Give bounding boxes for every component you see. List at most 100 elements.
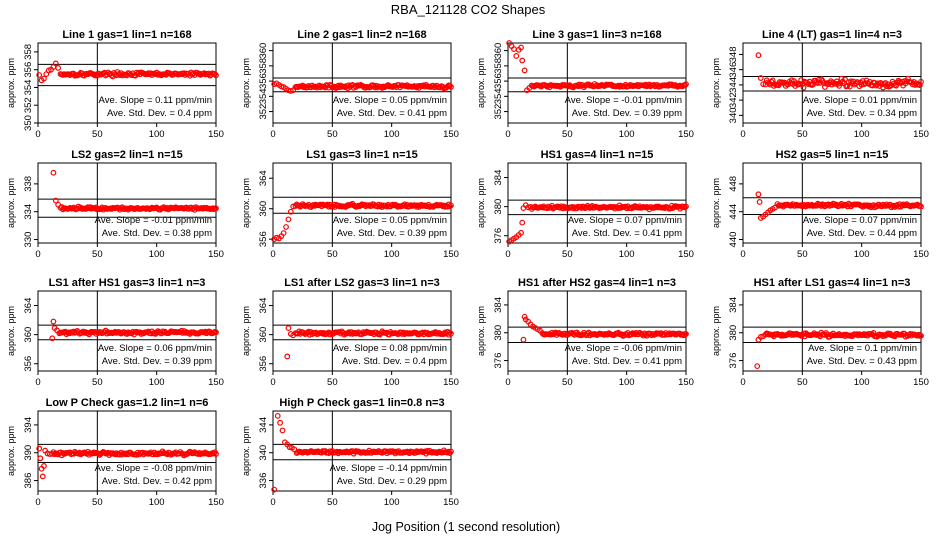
std-dev-annotation: Ave. Std. Dev. = 0.42 ppm	[102, 476, 212, 487]
std-dev-annotation: Ave. Std. Dev. = 0.4 ppm	[342, 356, 447, 367]
y-tick-label: 358	[23, 44, 34, 60]
data-point	[914, 332, 921, 339]
y-axis-label: approx. ppm	[241, 306, 251, 356]
chart-panel: LS1 after HS1 gas=3 lin=1 n=3 0 50 100 150 35…	[6, 277, 224, 388]
slope-annotation: Ave. Slope = 0.11 ppm/min	[99, 95, 212, 106]
chart-panel: LS1 after LS2 gas=3 lin=1 n=3 0 50 100 150 35…	[241, 277, 459, 388]
data-point	[287, 208, 294, 215]
std-dev-annotation: Ave. Std. Dev. = 0.4 ppm	[107, 108, 212, 119]
y-tick-label: 360	[258, 201, 269, 217]
y-axis-label: approx. ppm	[476, 178, 486, 228]
data-point	[213, 72, 219, 79]
y-axis-label: approx. ppm	[476, 306, 486, 356]
y-axis-label: approx. ppm	[241, 58, 251, 108]
panel-title: Line 2 gas=1 lin=2 n=168	[297, 29, 426, 41]
data-point	[36, 72, 43, 78]
chart-panel: LS1 gas=3 lin=1 n=15 0 50 100 150 356 360 364 ap…	[241, 149, 459, 260]
panel-title: Line 1 gas=1 lin=1 n=168	[62, 29, 191, 41]
std-dev-annotation: Ave. Std. Dev. = 0.39 ppm	[102, 356, 212, 367]
y-tick-label: 448	[728, 176, 739, 192]
data-point	[520, 336, 527, 343]
data-point	[816, 76, 822, 83]
y-tick-label: 340	[728, 107, 739, 123]
x-tick-label: 0	[35, 249, 40, 260]
x-tick-label: 50	[797, 249, 808, 260]
data-point	[679, 331, 686, 338]
x-tick-label: 150	[443, 497, 459, 508]
y-tick-label: 342	[728, 92, 739, 108]
y-tick-label: 356	[258, 356, 269, 372]
x-tick-label: 50	[562, 249, 573, 260]
data-point	[883, 201, 890, 208]
y-tick-label: 352	[493, 104, 504, 120]
chart-panel: HS1 after LS1 gas=4 lin=1 n=3 0 50 100 150 37…	[711, 277, 929, 388]
y-axis-label: approx. ppm	[6, 426, 16, 476]
panel-title: LS1 gas=3 lin=1 n=15	[306, 149, 418, 161]
x-tick-label: 0	[270, 249, 275, 260]
x-tick-label: 100	[149, 377, 165, 388]
data-point	[446, 82, 453, 89]
y-tick-label: 336	[258, 473, 269, 489]
data-point	[760, 81, 767, 88]
plot-frame	[742, 290, 922, 372]
y-tick-label: 364	[23, 298, 34, 314]
x-tick-label: 0	[35, 129, 40, 140]
x-tick-label: 50	[92, 129, 103, 140]
std-dev-annotation: Ave. Std. Dev. = 0.39 ppm	[572, 108, 682, 119]
data-point	[69, 329, 76, 336]
data-point	[211, 71, 218, 77]
panel-title: Low P Check gas=1.2 lin=1 n=6	[46, 397, 209, 409]
y-tick-label: 348	[728, 46, 739, 62]
chart-panel: HS1 after HS2 gas=4 lin=1 n=3 0 50 100 150 37…	[476, 277, 694, 388]
y-tick-label: 358	[493, 58, 504, 74]
x-tick-label: 150	[208, 249, 224, 260]
y-tick-label: 350	[23, 115, 34, 131]
data-point	[836, 82, 843, 89]
data-point	[95, 450, 102, 457]
data-point	[213, 451, 219, 457]
x-tick-label: 100	[149, 249, 165, 260]
y-tick-label: 376	[728, 353, 739, 369]
data-point	[821, 84, 828, 90]
data-point	[754, 363, 761, 370]
data-point	[271, 486, 278, 493]
data-point	[683, 203, 689, 210]
x-tick-label: 150	[678, 129, 694, 140]
y-axis-label: approx. ppm	[6, 306, 16, 356]
slope-annotation: Ave. Slope = 0.1 ppm/min	[808, 343, 917, 354]
slope-annotation: Ave. Slope = 0.08 ppm/min	[333, 343, 447, 354]
y-tick-label: 440	[728, 232, 739, 248]
data-point	[213, 205, 219, 212]
x-tick-label: 0	[270, 129, 275, 140]
y-tick-label: 360	[258, 327, 269, 343]
y-tick-label: 334	[23, 204, 34, 220]
x-tick-label: 100	[384, 249, 400, 260]
data-point	[97, 329, 104, 336]
std-dev-annotation: Ave. Std. Dev. = 0.39 ppm	[337, 228, 447, 239]
y-tick-label: 330	[23, 232, 34, 248]
y-tick-label: 376	[493, 353, 504, 369]
x-tick-label: 150	[443, 377, 459, 388]
y-tick-label: 352	[23, 97, 34, 113]
plot-frame	[742, 162, 922, 244]
x-tick-label: 100	[619, 377, 635, 388]
x-tick-label: 150	[913, 249, 929, 260]
data-point	[280, 230, 287, 236]
x-tick-label: 50	[92, 249, 103, 260]
y-tick-label: 352	[258, 104, 269, 120]
y-tick-label: 360	[493, 43, 504, 59]
std-dev-annotation: Ave. Std. Dev. = 0.34 ppm	[807, 108, 917, 119]
std-dev-annotation: Ave. Std. Dev. = 0.41 ppm	[337, 108, 447, 119]
data-point	[52, 197, 59, 204]
slope-annotation: Ave. Slope = 0.06 ppm/min	[98, 343, 212, 354]
y-tick-label: 360	[23, 327, 34, 343]
chart-panel: Low P Check gas=1.2 lin=1 n=6 0 50 100 150 38…	[6, 397, 224, 508]
data-point	[518, 229, 524, 236]
slope-annotation: Ave. Slope = -0.14 ppm/min	[330, 463, 447, 474]
x-tick-label: 0	[740, 377, 745, 388]
x-tick-label: 50	[327, 377, 338, 388]
chart-panel: LS2 gas=2 lin=1 n=15 0 50 100 150 330 334 338 ap…	[6, 149, 224, 260]
data-point	[878, 81, 885, 88]
data-point	[918, 332, 924, 339]
